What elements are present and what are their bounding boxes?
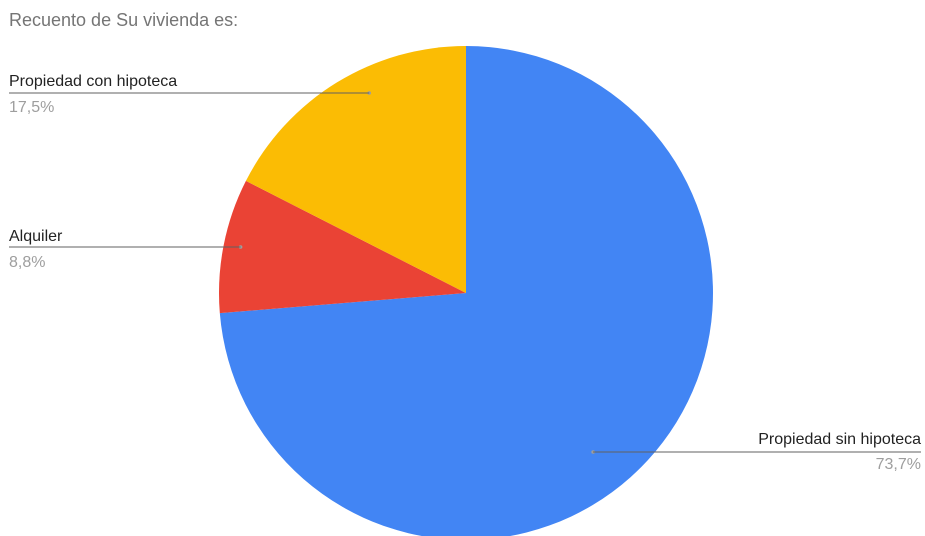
slice-percent-label: 8,8% — [9, 254, 45, 271]
pie-slices — [218, 46, 713, 536]
slice-percent-label: 73,7% — [876, 456, 921, 473]
pie-slice-alquiler[interactable] — [218, 180, 466, 314]
slice-percent-label: 17,5% — [9, 99, 54, 116]
slice-label: Alquiler — [9, 228, 63, 245]
slice-label: Propiedad con hipoteca — [9, 73, 177, 90]
slice-label: Propiedad sin hipoteca — [758, 431, 921, 448]
chart-title: Recuento de Su vivienda es: — [9, 10, 239, 30]
pie-slice-propiedad-con-hipoteca[interactable] — [245, 46, 466, 293]
pie-labels: Propiedad sin hipoteca 73,7% Alquiler 8,8% P… — [9, 73, 921, 473]
pie-slice-propiedad-sin-hipoteca[interactable] — [219, 46, 713, 536]
